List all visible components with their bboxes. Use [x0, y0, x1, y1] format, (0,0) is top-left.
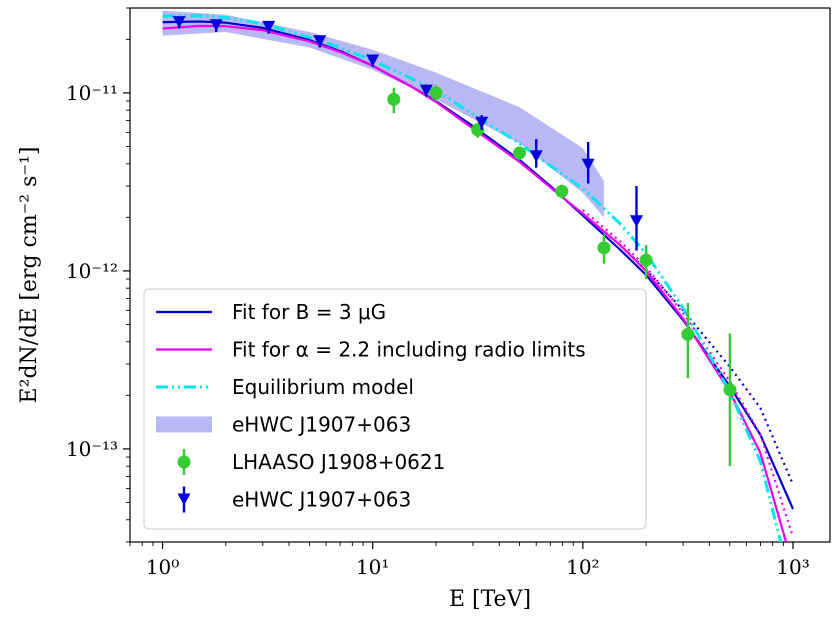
- legend: Fit for B = 3 μG Fit for α = 2.2 includin…: [143, 288, 647, 530]
- series-line-3: [582, 209, 795, 538]
- legend-label: Fit for α = 2.2 including radio limits: [232, 338, 586, 362]
- y-tick-label: 10⁻¹³: [66, 437, 118, 461]
- series-line-4: [162, 14, 783, 542]
- ehwc-point: [581, 158, 595, 171]
- ehwc-point: [366, 54, 380, 67]
- ehwc-point: [209, 19, 223, 32]
- points-layer: [172, 16, 737, 467]
- ehwc-point: [475, 116, 489, 129]
- y-tick-label: 10⁻¹²: [66, 259, 118, 283]
- lhaaso-point: [681, 327, 695, 341]
- x-tick-label: 10³: [776, 555, 809, 579]
- legend-label: eHWC J1907+063: [232, 488, 411, 512]
- legend-swatch-point: [177, 455, 191, 469]
- legend-swatch-triangle: [177, 493, 191, 506]
- x-tick-label: 10²: [566, 555, 599, 579]
- lhaaso-point: [513, 146, 527, 160]
- ticks-layer: 10⁰ 10¹ 10² 10³ 10⁻¹¹ 10⁻¹² 10⁻¹³: [66, 7, 810, 579]
- ehwc-point: [262, 20, 276, 33]
- y-tick-label: 10⁻¹¹: [66, 81, 118, 105]
- legend-swatch-band: [156, 416, 212, 433]
- x-axis-label: E [TeV]: [449, 587, 531, 612]
- lhaaso-point: [555, 184, 569, 198]
- lhaaso-point: [723, 383, 737, 397]
- lhaaso-point: [597, 241, 611, 255]
- ehwc-point: [313, 35, 327, 48]
- band-layer: [162, 10, 604, 218]
- ehwc-point: [172, 16, 186, 29]
- ehwc-band: [162, 10, 604, 218]
- legend-box: [143, 288, 647, 530]
- legend-label: LHAASO J1908+0621: [232, 450, 445, 474]
- x-tick-label: 10⁰: [146, 555, 179, 579]
- y-axis-label: E²dN/dE [erg cm⁻² s⁻¹]: [17, 147, 42, 404]
- ehwc-point: [629, 215, 643, 228]
- legend-label: Equilibrium model: [232, 375, 414, 399]
- lhaaso-point: [429, 86, 443, 100]
- lhaaso-point: [639, 253, 653, 267]
- legend-label: Fit for B = 3 μG: [232, 300, 386, 324]
- x-tick-label: 10¹: [356, 555, 389, 579]
- legend-label: eHWC J1907+063: [232, 413, 411, 437]
- ehwc-point: [529, 150, 543, 163]
- ehwc-point: [419, 84, 433, 97]
- lhaaso-point: [387, 92, 401, 106]
